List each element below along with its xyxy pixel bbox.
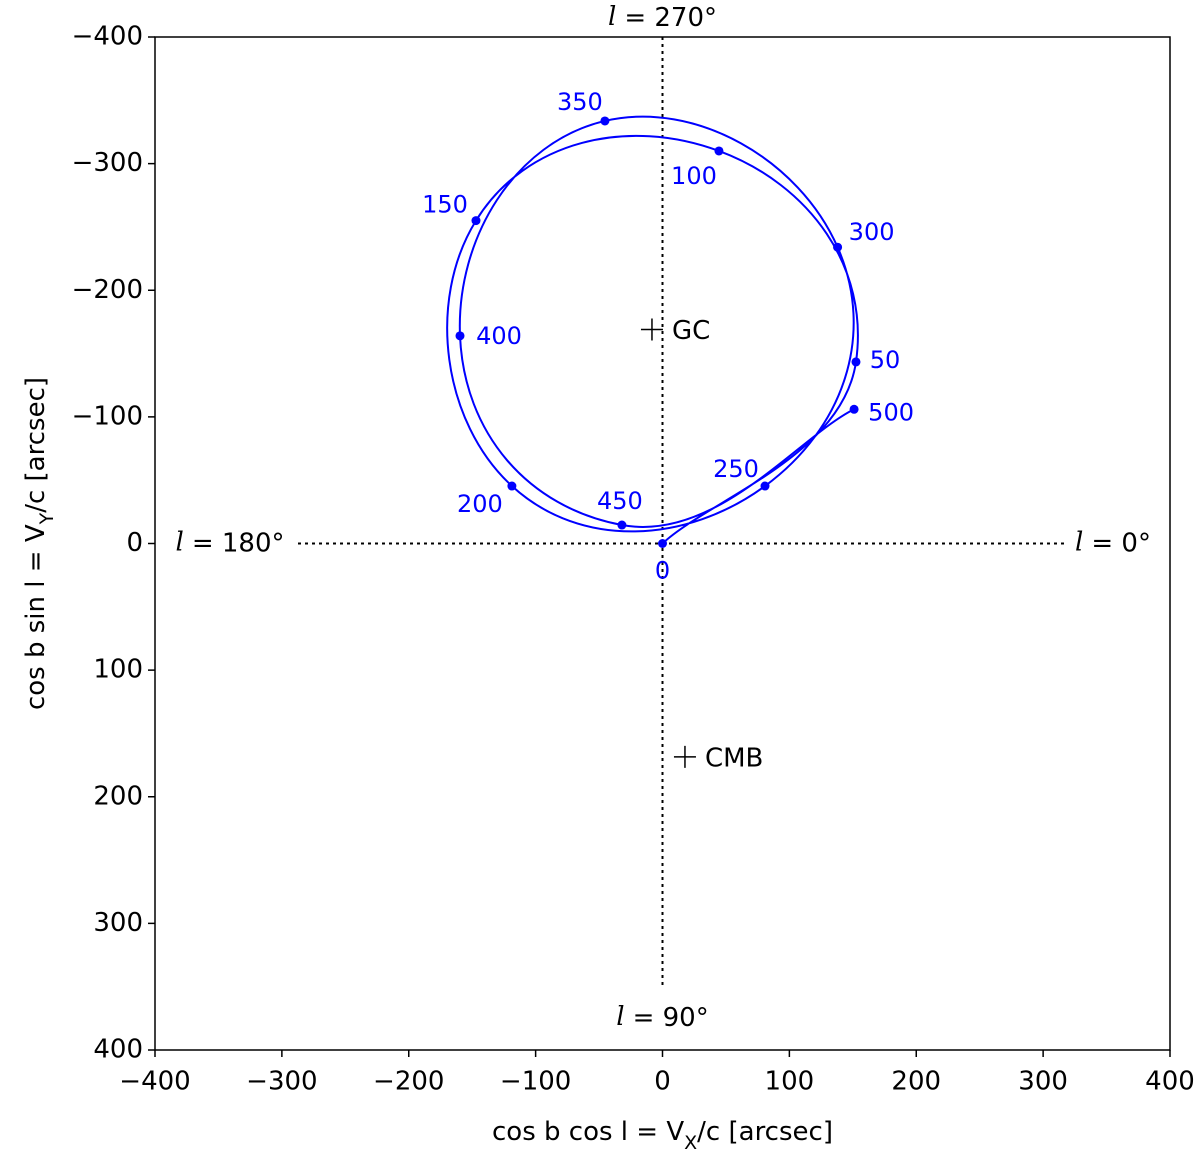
point-label: 500 [868, 398, 914, 426]
x-tick-label: 100 [765, 1067, 815, 1097]
direction-symbol: l [1075, 528, 1083, 558]
x-tick-label: 200 [891, 1067, 941, 1097]
point [851, 357, 861, 367]
x-axis-label: cos b cos l = VX/c [arcsec] [492, 1117, 833, 1154]
point [658, 539, 667, 548]
point-label: 250 [713, 455, 759, 483]
direction-text: = 90° [633, 1003, 709, 1033]
direction-label: l = 180° [175, 528, 284, 559]
point-label: 200 [457, 490, 503, 518]
y-axis-label-sub: Y [36, 512, 58, 525]
direction-symbol: l [608, 2, 616, 32]
point [833, 242, 843, 252]
x-tick-label: −300 [246, 1067, 317, 1097]
point-label: 450 [597, 487, 643, 515]
y-tick-label: 200 [93, 781, 143, 811]
direction-text: = 270° [624, 3, 717, 33]
y-tick-label: 0 [126, 528, 143, 558]
plus-marker [640, 318, 663, 341]
x-axis-label-sub: X [684, 1132, 697, 1154]
direction-text: = 180° [192, 528, 285, 558]
point-label: 0 [655, 557, 670, 585]
x-tick-label: 300 [1018, 1067, 1068, 1097]
point [455, 331, 465, 341]
point-label: 400 [476, 322, 522, 350]
point [471, 216, 481, 226]
direction-label: l = 0° [1075, 528, 1151, 559]
point-label: 350 [557, 88, 603, 116]
x-tick-label: 400 [1145, 1067, 1195, 1097]
y-tick-label: −300 [72, 148, 143, 178]
y-tick-label: −200 [72, 275, 143, 305]
point [617, 520, 627, 530]
y-tick-label: 300 [93, 908, 143, 938]
x-tick-label: −400 [119, 1067, 190, 1097]
marker-label: CMB [705, 743, 763, 773]
point-label: 100 [671, 162, 717, 190]
x-axis-label-main: cos b cos l = V [492, 1117, 684, 1147]
point [714, 146, 724, 156]
plus-marker [673, 745, 696, 768]
point-label: 50 [870, 346, 901, 374]
marker-label: GC [672, 316, 710, 346]
x-tick-label: −100 [500, 1067, 571, 1097]
point-label: 150 [422, 191, 468, 219]
point [849, 404, 859, 414]
x-tick-label: −200 [373, 1067, 444, 1097]
y-tick-label: 100 [93, 655, 143, 685]
y-tick-label: 400 [93, 1035, 143, 1065]
point-label: 300 [849, 218, 895, 246]
direction-text: = 0° [1091, 528, 1151, 558]
point [760, 481, 770, 491]
direction-label: l = 90° [616, 1002, 708, 1033]
y-tick-label: −400 [72, 22, 143, 52]
y-axis-label: cos b sin l = VY/c [arcsec] [21, 377, 58, 710]
y-axis-label-main: cos b sin l = V [21, 524, 51, 710]
y-tick-label: −100 [72, 401, 143, 431]
point [507, 481, 517, 491]
direction-symbol: l [175, 528, 183, 558]
direction-label: l = 270° [608, 2, 717, 33]
direction-symbol: l [616, 1002, 624, 1032]
x-axis-label-rest: /c [arcsec] [697, 1117, 833, 1147]
point [600, 116, 610, 126]
x-tick-label: 0 [654, 1067, 671, 1097]
y-axis-label-rest: /c [arcsec] [21, 377, 51, 513]
